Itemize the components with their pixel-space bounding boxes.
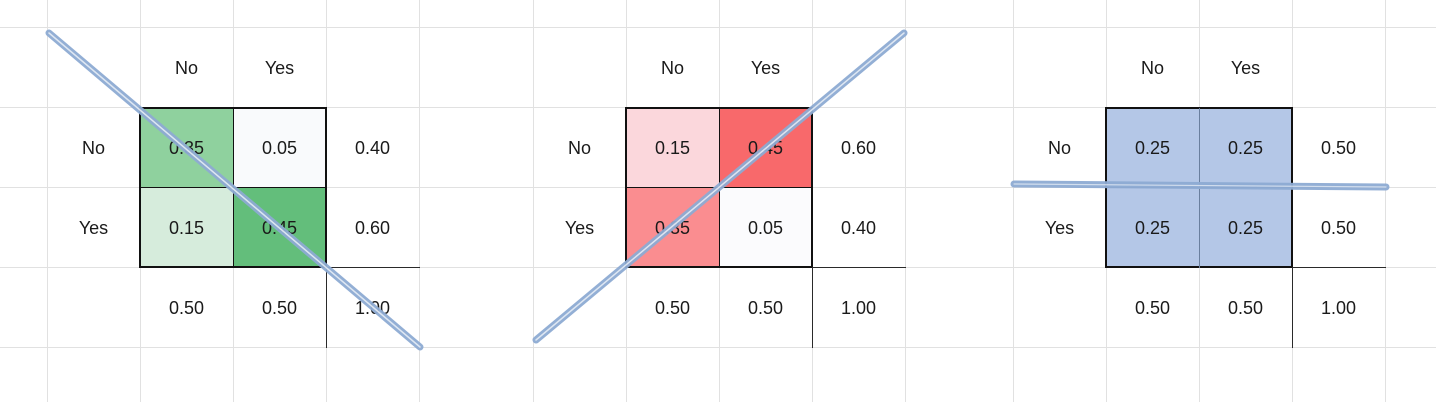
row-total[interactable]: 0.60: [354, 217, 391, 238]
row-total[interactable]: 0.60: [840, 137, 877, 158]
row-total[interactable]: 0.40: [354, 137, 391, 158]
row-header-no[interactable]: No: [1047, 137, 1071, 158]
col-total[interactable]: 0.50: [261, 297, 298, 318]
row-header-no[interactable]: No: [567, 137, 591, 158]
cell-divider: [233, 108, 234, 268]
gridline: [0, 27, 1436, 28]
total-divider: [1292, 267, 1386, 268]
table-cell[interactable]: 0.45: [719, 108, 812, 188]
col-header-yes[interactable]: Yes: [1230, 57, 1261, 78]
cell-divider: [1106, 187, 1292, 188]
col-header-no[interactable]: No: [660, 57, 684, 78]
grand-total[interactable]: 1.00: [1320, 297, 1357, 318]
col-total[interactable]: 0.50: [654, 297, 691, 318]
grand-total[interactable]: 1.00: [354, 297, 391, 318]
gridline: [419, 0, 420, 402]
cell-divider: [719, 108, 720, 268]
col-header-yes[interactable]: Yes: [264, 57, 295, 78]
row-total[interactable]: 0.50: [1320, 217, 1357, 238]
table-cell[interactable]: 0.25: [1106, 108, 1199, 188]
col-total[interactable]: 0.50: [1227, 297, 1264, 318]
col-total[interactable]: 0.50: [1134, 297, 1171, 318]
row-header-yes[interactable]: Yes: [1044, 217, 1075, 238]
grand-total[interactable]: 1.00: [840, 297, 877, 318]
gridline: [905, 0, 906, 402]
total-divider: [326, 267, 327, 348]
table-cell[interactable]: 0.05: [719, 188, 812, 268]
col-header-no[interactable]: No: [1140, 57, 1164, 78]
total-divider: [812, 267, 906, 268]
cell-divider: [1199, 108, 1200, 268]
gridline: [1385, 0, 1386, 402]
table-cell[interactable]: 0.35: [626, 188, 719, 268]
row-header-yes[interactable]: Yes: [78, 217, 109, 238]
col-total[interactable]: 0.50: [747, 297, 784, 318]
row-header-no[interactable]: No: [81, 137, 105, 158]
cell-divider: [140, 187, 326, 188]
table-cell[interactable]: 0.15: [626, 108, 719, 188]
table-cell[interactable]: 0.05: [233, 108, 326, 188]
row-total[interactable]: 0.50: [1320, 137, 1357, 158]
table-cell[interactable]: 0.35: [140, 108, 233, 188]
total-divider: [1292, 267, 1293, 348]
total-divider: [812, 267, 813, 348]
row-header-yes[interactable]: Yes: [564, 217, 595, 238]
table-cell[interactable]: 0.25: [1199, 108, 1292, 188]
gridline: [1013, 0, 1014, 402]
table-cell[interactable]: 0.25: [1199, 188, 1292, 268]
table-cell[interactable]: 0.15: [140, 188, 233, 268]
col-total[interactable]: 0.50: [168, 297, 205, 318]
table-cell[interactable]: 0.25: [1106, 188, 1199, 268]
cell-divider: [626, 187, 812, 188]
total-divider: [326, 267, 420, 268]
col-header-no[interactable]: No: [174, 57, 198, 78]
row-total[interactable]: 0.40: [840, 217, 877, 238]
col-header-yes[interactable]: Yes: [750, 57, 781, 78]
table-cell[interactable]: 0.45: [233, 188, 326, 268]
gridline: [0, 347, 1436, 348]
